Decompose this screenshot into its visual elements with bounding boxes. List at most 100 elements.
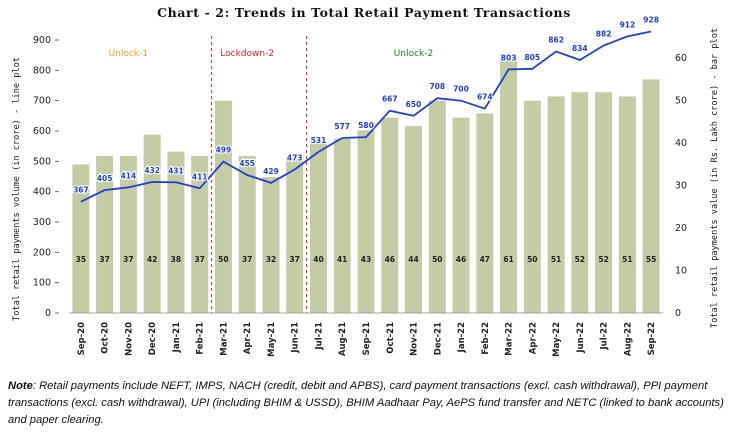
bar xyxy=(238,155,256,313)
x-tick-label: Jan-21 xyxy=(172,322,182,353)
line-value-label: 928 xyxy=(643,16,659,25)
y-right-tick-label: 10 xyxy=(675,266,687,277)
x-tick-label: Dec-20 xyxy=(148,322,158,355)
x-tick-label: Apr-22 xyxy=(528,322,538,354)
axes xyxy=(55,39,663,314)
bar xyxy=(476,113,494,314)
x-tick-label: May-21 xyxy=(267,322,277,357)
chart-text: 35 37 37 42 38 37 50 37 32 37 40 41 43 46 44 50 46 47 61 50… xyxy=(12,5,720,357)
x-tick-label: Aug-21 xyxy=(338,322,348,356)
bar xyxy=(357,130,375,313)
y-left-tick-label: 800 xyxy=(33,65,51,76)
line-value-label: 499 xyxy=(216,146,232,155)
x-tick-label: Sep-21 xyxy=(362,322,372,355)
line-value-label: 805 xyxy=(524,53,540,62)
line-value-label: 411 xyxy=(192,172,208,181)
y-right-tick-label: 60 xyxy=(675,53,687,64)
x-tick-label: Dec-21 xyxy=(433,322,443,355)
x-tick-label: Oct-20 xyxy=(101,322,111,354)
x-tick-label: Mar-21 xyxy=(219,322,229,356)
x-tick-label: Apr-21 xyxy=(243,322,253,354)
bar xyxy=(595,92,613,313)
bar xyxy=(72,164,90,313)
footnote-label: Note xyxy=(8,380,33,392)
x-tick-label: Jul-22 xyxy=(600,322,610,351)
line-value-label: 432 xyxy=(144,166,160,175)
bar xyxy=(119,155,137,313)
y-right-tick-label: 50 xyxy=(675,96,687,107)
x-tick-label: Sep-22 xyxy=(647,322,657,355)
x-tick-label: Jun-22 xyxy=(576,322,586,354)
line-value-label: 862 xyxy=(548,36,564,45)
bar xyxy=(310,143,327,313)
y-right-tick-label: 40 xyxy=(675,138,687,149)
bar-value-label: 38 xyxy=(171,255,181,264)
bar-value-label: 35 xyxy=(76,255,86,264)
chart-title: Chart - 2: Trends in Total Retail Paymen… xyxy=(157,5,571,20)
line-value-label: 700 xyxy=(453,85,469,94)
bar xyxy=(642,79,660,314)
y-right-tick-label: 30 xyxy=(675,181,687,192)
bar xyxy=(96,155,114,313)
x-tick-label: Nov-21 xyxy=(410,322,420,356)
bar-value-label: 37 xyxy=(289,255,299,264)
y-left-axis-title: Total retail payments volume (in crore) … xyxy=(12,57,22,321)
bar-value-label: 40 xyxy=(313,255,323,264)
line-value-label: 414 xyxy=(121,171,137,180)
line-value-label: 577 xyxy=(334,122,350,131)
bar xyxy=(571,92,589,313)
bar xyxy=(405,126,422,313)
bar-value-label: 50 xyxy=(527,255,537,264)
x-tick-label: Jan-22 xyxy=(457,322,467,353)
bar-value-label: 51 xyxy=(622,255,632,264)
x-tick-label: Nov-20 xyxy=(124,322,134,356)
line-value-label: 912 xyxy=(620,20,636,29)
footnote: Note: Retail payments include NEFT, IMPS… xyxy=(8,378,724,429)
x-tick-label: Feb-22 xyxy=(481,322,491,355)
bar-series xyxy=(72,54,660,314)
line-series xyxy=(80,30,652,203)
chart: 35 37 37 42 38 37 50 37 32 37 40 41 43 46 44 50 46 47 61 50… xyxy=(12,5,720,357)
x-tick-label: Jul-21 xyxy=(315,322,325,351)
line-value-label: 429 xyxy=(263,167,279,176)
x-tick-label: Sep-20 xyxy=(77,322,87,355)
y-right-axis-title: Total retail payments value (in Rs. Lakh… xyxy=(710,28,720,328)
line-value-label: 708 xyxy=(429,82,445,91)
bar xyxy=(500,54,518,313)
bar-value-label: 50 xyxy=(218,255,228,264)
bar-value-label: 50 xyxy=(432,255,442,264)
bar-value-label: 37 xyxy=(194,255,204,264)
bar-value-label: 42 xyxy=(147,255,157,264)
line-value-label: 580 xyxy=(358,121,374,130)
line-value-label: 882 xyxy=(596,30,612,39)
x-tick-label: Jun-21 xyxy=(291,322,301,354)
bar-value-label: 43 xyxy=(361,255,371,264)
bar-value-label: 61 xyxy=(503,255,513,264)
bar xyxy=(428,100,446,313)
bar-value-label: 52 xyxy=(575,255,585,264)
y-left-tick-label: 500 xyxy=(33,156,51,167)
x-tick-label: Oct-21 xyxy=(386,322,396,354)
y-left-tick-label: 400 xyxy=(33,187,51,198)
bar xyxy=(618,96,636,314)
bar-value-label: 37 xyxy=(242,255,252,264)
bar-value-label: 47 xyxy=(480,255,490,264)
phase-annotation: Unlock-2 xyxy=(394,49,433,59)
phase-annotation: Lockdown-2 xyxy=(220,49,274,59)
line-value-label: 667 xyxy=(382,95,398,104)
y-left-tick-label: 100 xyxy=(33,278,51,289)
bar-value-label: 37 xyxy=(123,255,133,264)
y-left-tick-label: 900 xyxy=(33,35,51,46)
y-left-tick-label: 700 xyxy=(33,96,51,107)
bar-value-label: 46 xyxy=(456,255,466,264)
line-value-label: 834 xyxy=(572,44,588,53)
x-tick-label: Mar-22 xyxy=(505,322,515,356)
line-value-label: 367 xyxy=(73,186,89,195)
bar-value-label: 51 xyxy=(551,255,561,264)
bar-value-label: 37 xyxy=(99,255,109,264)
line-value-label: 405 xyxy=(97,174,113,183)
line-value-label: 531 xyxy=(311,136,327,145)
bar-value-label: 41 xyxy=(337,255,347,264)
bar-value-label: 44 xyxy=(408,255,418,264)
bar xyxy=(381,117,399,313)
